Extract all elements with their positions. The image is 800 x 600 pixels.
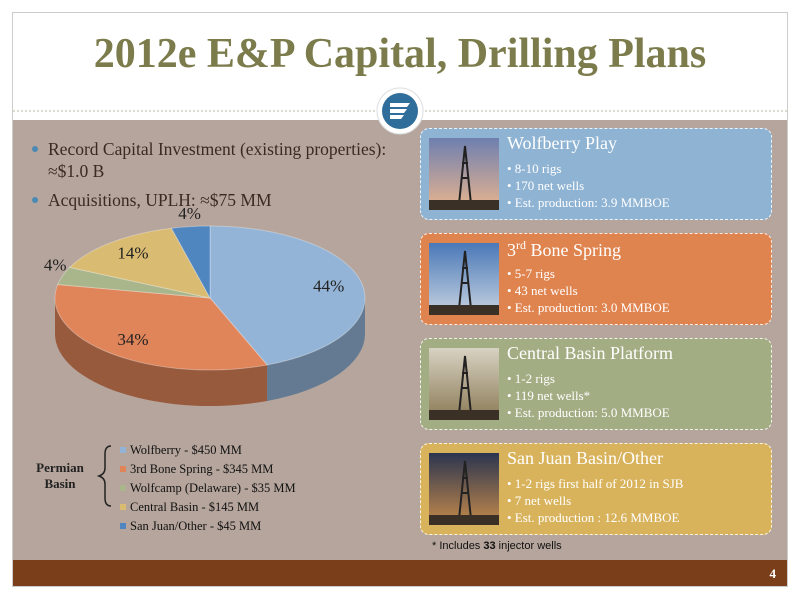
play-title-part: Wolfberry Play — [507, 133, 618, 153]
legend-label: San Juan/Other - $45 MM — [130, 519, 261, 533]
legend-label: Wolfberry - $450 MM — [130, 443, 242, 457]
play-title-part: rd — [516, 238, 526, 252]
slice-label: 4% — [44, 256, 67, 275]
legend-swatch — [120, 447, 126, 453]
legend-swatch — [120, 523, 126, 529]
play-bullet: • Est. production : 12.6 MMBOE — [507, 510, 680, 525]
play-bullet: • Est. production: 3.0 MMBOE — [507, 300, 670, 315]
play-card: Central Basin Platform • 1-2 rigs • 119 ne… — [420, 338, 772, 430]
logo — [376, 87, 424, 135]
page-number: 4 — [769, 566, 777, 581]
play-title: Central Basin Platform — [507, 343, 673, 364]
legend-swatch — [120, 504, 126, 510]
play-title-part: San Juan Basin/Other — [507, 448, 663, 468]
play-title-part: Central Basin Platform — [507, 343, 673, 363]
footnote-part: 33 — [483, 540, 496, 552]
pie-slice — [54, 283, 269, 371]
group-label: Permian Basin — [36, 460, 84, 491]
play-bullets: • 8-10 rigs • 170 net wells • Est. product… — [507, 160, 670, 211]
play-bullet: • Est. production: 5.0 MMBOE — [507, 405, 670, 420]
footer-bar — [13, 560, 787, 586]
footnote-part: * Includes — [432, 540, 484, 552]
border — [12, 12, 788, 587]
play-title: 3rd Bone Spring — [507, 238, 621, 261]
pie-slice — [209, 225, 366, 366]
slice-label: 14% — [117, 244, 148, 263]
play-card: Wolfberry Play • 8-10 rigs • 170 net wells… — [420, 128, 772, 220]
play-card: 3rd Bone Spring • 5-7 rigs • 43 net wells •… — [420, 233, 772, 325]
play-bullet: • 8-10 rigs — [507, 161, 562, 176]
bullet-list: Record Capital Investment (existing prop… — [30, 138, 390, 218]
play-photo — [429, 348, 499, 420]
bullet: Record Capital Investment (existing prop… — [30, 138, 390, 182]
pie-chart: 44% 34% 4% 14% 4% Wolfberry - $450 MM 3rd Bone… — [36, 204, 366, 533]
play-photo — [429, 138, 499, 210]
legend-label: Central Basin - $145 MM — [130, 500, 259, 514]
play-bullet: • 5-7 rigs — [507, 266, 555, 281]
rig-icon — [429, 250, 499, 315]
play-title: Wolfberry Play — [507, 133, 617, 154]
play-title: San Juan Basin/Other — [507, 448, 663, 469]
legend-swatch — [120, 466, 126, 472]
play-photo — [429, 453, 499, 525]
play-bullet: • 43 net wells — [507, 283, 578, 298]
footnote-part: injector wells — [495, 540, 562, 552]
bullet: Acquisitions, UPLH: ≈$75 MM — [30, 189, 390, 211]
play-title-part: 3 — [507, 240, 516, 260]
pie-slice — [68, 227, 211, 299]
play-bullets: • 1-2 rigs first half of 2012 in SJB • 7 … — [507, 475, 683, 526]
bracket — [96, 445, 112, 507]
play-photo — [429, 243, 499, 315]
play-bullet: • 1-2 rigs first half of 2012 in SJB — [507, 476, 684, 491]
play-bullets: • 1-2 rigs • 119 net wells* • Est. product… — [507, 370, 670, 421]
pie-slice — [57, 266, 211, 299]
rig-icon — [429, 460, 499, 525]
play-bullets: • 5-7 rigs • 43 net wells • Est. productio… — [507, 265, 670, 316]
legend-swatch — [120, 485, 126, 491]
play-card: San Juan Basin/Other • 1-2 rigs first hal… — [420, 443, 772, 535]
play-bullet: • 1-2 rigs — [507, 371, 555, 386]
pie-side — [267, 298, 365, 401]
slice-label: 4% — [178, 204, 201, 223]
title: 2012e E&P Capital, Drilling Plans — [93, 31, 707, 77]
play-bullet: • 119 net wells* — [507, 388, 591, 403]
rig-icon — [429, 355, 499, 420]
play-title-part: Bone Spring — [526, 240, 622, 260]
legend-label: Wolfcamp (Delaware) - $35 MM — [130, 481, 296, 495]
footnote: * Includes 33 injector wells — [432, 540, 562, 552]
legend-label: 3rd Bone Spring - $345 MM — [130, 462, 273, 476]
pie-side — [55, 298, 268, 406]
play-bullet: • Est. production: 3.9 MMBOE — [507, 195, 670, 210]
slice-label: 44% — [313, 276, 344, 295]
rig-icon — [429, 145, 499, 210]
play-bullet: • 7 net wells — [507, 493, 572, 508]
slice-label: 34% — [117, 330, 148, 349]
play-bullet: • 170 net wells — [507, 178, 585, 193]
pie-slice — [170, 225, 211, 299]
